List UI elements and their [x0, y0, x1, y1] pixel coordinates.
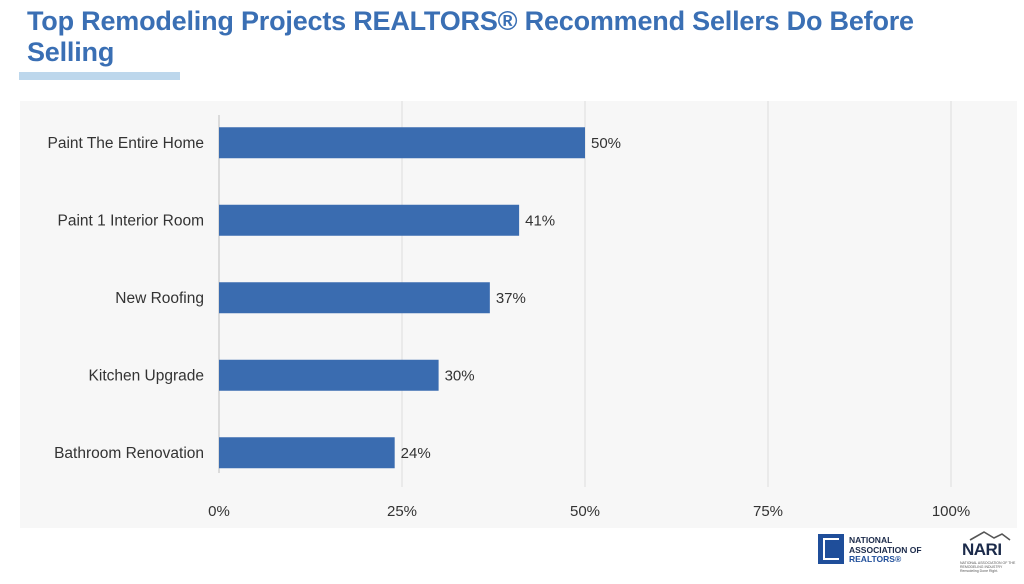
- title-accent-bar: [19, 72, 180, 80]
- x-tick-label: 100%: [932, 503, 970, 520]
- nar-logo-text: NATIONAL ASSOCIATION OF REALTORS®: [849, 535, 922, 564]
- data-label: 24%: [401, 445, 431, 462]
- bar: [219, 437, 395, 469]
- bar: [219, 127, 585, 159]
- category-label: New Roofing: [115, 290, 204, 307]
- bar: [219, 359, 439, 391]
- nari-logo-text: NARI: [962, 540, 1002, 559]
- category-label: Paint The Entire Home: [47, 135, 204, 152]
- x-tick-label: 75%: [753, 503, 783, 520]
- data-label: 50%: [591, 135, 621, 152]
- category-label: Paint 1 Interior Room: [58, 212, 204, 229]
- page-title: Top Remodeling Projects REALTORS® Recomm…: [27, 6, 914, 67]
- category-label: Bathroom Renovation: [54, 445, 204, 462]
- category-label: Kitchen Upgrade: [89, 367, 204, 384]
- bar: [219, 282, 490, 314]
- footer-logos: NATIONAL ASSOCIATION OF REALTORS® NARI N…: [818, 528, 1018, 582]
- x-tick-label: 50%: [570, 503, 600, 520]
- bar: [219, 204, 520, 236]
- data-label: 30%: [445, 367, 475, 384]
- x-tick-label: 0%: [208, 503, 230, 520]
- nari-logo-subtext: NATIONAL ASSOCIATION OF THE REMODELING I…: [960, 561, 1016, 573]
- data-label: 37%: [496, 290, 526, 307]
- x-tick-label: 25%: [387, 503, 417, 520]
- data-label: 41%: [525, 212, 555, 229]
- realtor-r-logo-icon: [818, 534, 844, 564]
- nari-roof-icon: [969, 531, 1011, 541]
- plot-background: [20, 101, 1017, 528]
